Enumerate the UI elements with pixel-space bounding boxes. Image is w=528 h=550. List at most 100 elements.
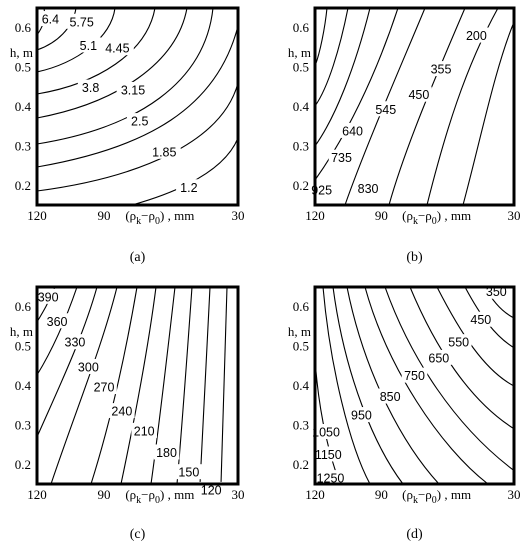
- contour-label: 1.85: [152, 145, 176, 159]
- contour-label: 2.5: [131, 115, 148, 129]
- contour-label-bg: [91, 379, 117, 395]
- contour-label-bg: [77, 79, 104, 95]
- contour-label: 270: [94, 381, 115, 395]
- y-tick-label: 0.5: [15, 60, 31, 75]
- y-tick-label: 0.3: [293, 417, 309, 432]
- contour-line-735: [315, 8, 371, 147]
- y-axis-label: h, m: [288, 45, 311, 60]
- panel-c: 3903603303002702402101801501200.20.30.40…: [10, 285, 245, 542]
- x-axis-label: (ρk−ρ0) , mm: [402, 487, 471, 506]
- contour-label-bg: [147, 143, 181, 159]
- contour-line-450: [388, 8, 466, 205]
- contour-label-bg: [309, 423, 343, 439]
- contour-label: 390: [38, 290, 59, 304]
- contour-label: 1250: [317, 472, 345, 486]
- contour-line-850: [364, 287, 489, 484]
- contour-label-bg: [426, 349, 452, 365]
- contour-label-bg: [131, 422, 157, 438]
- panel-a: 6.4 5.75 5.1 4.45 3.8 3.15 2.5 1.85 1.2 0.2 0.3 0.4…: [10, 6, 245, 265]
- contour-line-360: [37, 287, 78, 376]
- contour-label: 5.1: [80, 39, 97, 53]
- y-tick-label: 0.4: [293, 378, 310, 393]
- y-axis-label: h, m: [10, 324, 33, 339]
- x-tick-label: 120: [305, 208, 325, 223]
- x-tick-label: 120: [27, 487, 47, 502]
- x-tick-label: 30: [508, 208, 521, 223]
- contour-label-bg: [463, 27, 490, 43]
- contour-label-bg: [65, 13, 99, 29]
- contour-line-950: [346, 287, 440, 484]
- contour-label-bg: [468, 311, 494, 327]
- contour-line-3.15: [37, 8, 214, 145]
- contour-label-bg: [176, 464, 202, 480]
- y-tick-label: 0.4: [15, 99, 32, 114]
- contour-line-640: [315, 8, 399, 181]
- contour-line-120: [220, 287, 228, 484]
- contour-line-300: [50, 287, 118, 484]
- y-tick-label: 0.4: [15, 378, 32, 393]
- contour-label-bg: [445, 334, 472, 350]
- contour-label: 240: [111, 405, 132, 419]
- contour-label: 355: [431, 63, 452, 77]
- contour-label-bg: [198, 481, 224, 497]
- contour-label-bg: [75, 37, 102, 53]
- contour-label: 150: [178, 466, 199, 480]
- contour-label: 450: [470, 313, 491, 327]
- contour-label: 850: [380, 390, 401, 404]
- contour-label: 180: [156, 446, 177, 460]
- contour-label: 650: [428, 351, 449, 365]
- x-tick-label: 90: [98, 208, 111, 223]
- y-tick-label: 0.2: [293, 457, 309, 472]
- plot-frame: [35, 6, 240, 207]
- contour-line-750: [384, 287, 514, 472]
- contour-label-bg: [339, 122, 366, 138]
- contour-label-bg: [109, 403, 135, 419]
- contour-label: 3.15: [121, 83, 145, 97]
- x-tick-label: 90: [375, 487, 388, 502]
- contour-label-bg: [35, 288, 61, 304]
- panel-b: 2003554505456407358309250.20.30.40.50.6h…: [288, 6, 521, 265]
- contour-label-bg: [377, 388, 403, 404]
- x-tick-label: 30: [232, 487, 245, 502]
- contour-line-550: [436, 287, 514, 387]
- contour-label: 1.2: [180, 181, 197, 195]
- contour-line-5.75: [37, 8, 77, 51]
- contour-label: 830: [358, 182, 379, 196]
- contour-label: 200: [466, 29, 487, 43]
- contour-label-bg: [406, 86, 432, 102]
- contour-label-bg: [428, 61, 454, 77]
- contour-label: 350: [486, 285, 507, 299]
- y-tick-label: 0.3: [15, 417, 31, 432]
- contour-line-210: [150, 287, 176, 484]
- contour-label: 735: [331, 151, 352, 165]
- y-tick-label: 0.5: [293, 60, 309, 75]
- plot-frame: [313, 285, 516, 486]
- contour-label: 550: [448, 336, 469, 350]
- panel-caption: (d): [406, 527, 423, 542]
- y-tick-label: 0.3: [15, 138, 31, 153]
- contour-label: 120: [201, 483, 222, 497]
- contour-label-bg: [348, 407, 375, 423]
- contour-label: 6.4: [42, 13, 59, 27]
- y-axis-label: h, m: [10, 45, 33, 60]
- contour-label: 330: [65, 336, 86, 350]
- contour-label: 545: [375, 103, 396, 117]
- contour-label: 950: [351, 409, 372, 423]
- y-tick-label: 0.6: [293, 299, 310, 314]
- contour-line-925: [315, 8, 328, 67]
- y-axis-label: h, m: [288, 324, 311, 339]
- contour-label-bg: [328, 149, 355, 165]
- y-tick-label: 0.2: [293, 178, 309, 193]
- y-tick-label: 0.6: [15, 299, 32, 314]
- contour-line-200: [462, 21, 514, 205]
- contour-label-bg: [311, 446, 345, 462]
- plot-frame: [313, 6, 516, 207]
- contour-label-bg: [372, 101, 399, 117]
- y-tick-label: 0.2: [15, 457, 31, 472]
- y-tick-label: 0.5: [15, 339, 31, 354]
- contour-label-bg: [62, 334, 88, 350]
- x-axis-label: (ρk−ρ0) , mm: [125, 487, 194, 506]
- panel-caption: (c): [130, 527, 146, 542]
